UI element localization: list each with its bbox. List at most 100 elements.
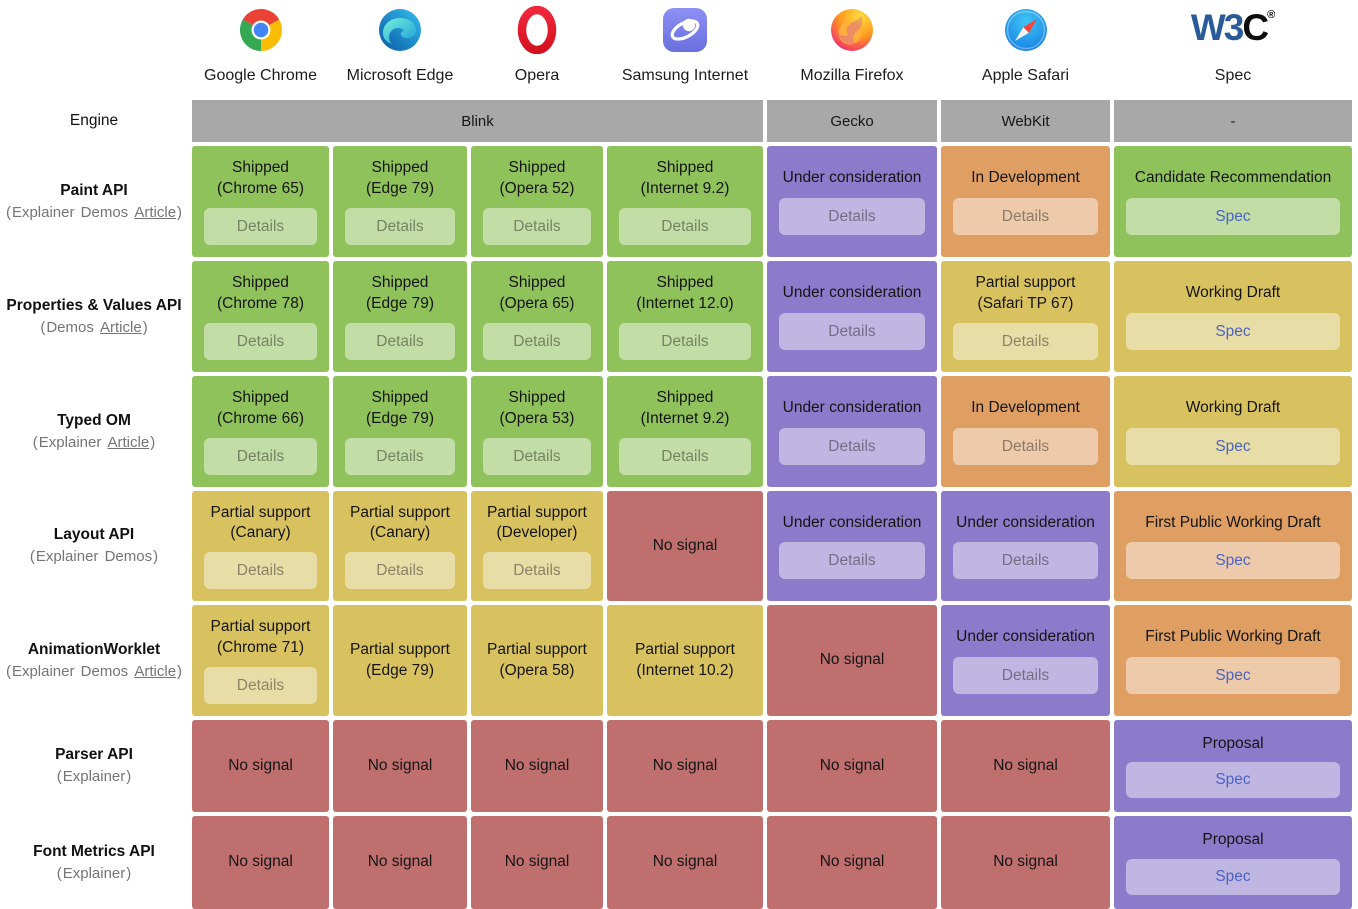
spec-button[interactable]: Spec	[1126, 197, 1340, 235]
support-status: Under consideration	[956, 513, 1095, 531]
details-button[interactable]: Details	[345, 207, 455, 245]
support-cell: Partial support (Canary) Details	[192, 491, 329, 601]
details-button[interactable]: Details	[953, 656, 1098, 694]
api-title: AnimationWorklet	[27, 640, 161, 658]
details-button[interactable]: Details	[953, 322, 1098, 360]
details-button[interactable]: Details	[483, 322, 591, 360]
explainer-link[interactable]: Explainer	[62, 864, 126, 882]
engine-label: Engine	[69, 111, 119, 129]
support-status: Partial support	[635, 641, 735, 659]
spec-cell: Working Draft Spec	[1114, 261, 1352, 372]
support-status: Partial support	[210, 503, 311, 521]
support-cell: Shipped (Internet 9.2) Details	[607, 376, 763, 487]
demos-link[interactable]: Demos	[104, 548, 153, 566]
paren: )	[126, 864, 132, 882]
details-button[interactable]: Details	[779, 542, 925, 580]
details-button[interactable]: Details	[204, 322, 317, 360]
article-link[interactable]: Article	[107, 433, 150, 451]
spec-button[interactable]: Spec	[1126, 312, 1340, 350]
details-button[interactable]: Details	[345, 552, 455, 590]
details-button[interactable]: Details	[204, 552, 317, 590]
spec-cell: First Public Working Draft Spec	[1114, 491, 1352, 601]
support-status: Shipped	[371, 389, 429, 407]
paren: (	[29, 548, 35, 566]
demos-link[interactable]: Demos	[80, 203, 129, 221]
spec-status: Working Draft	[1185, 284, 1281, 302]
chrome-icon	[237, 6, 285, 54]
support-cell: No signal	[471, 816, 603, 909]
details-button[interactable]: Details	[619, 322, 751, 360]
explainer-link[interactable]: Explainer	[35, 548, 99, 566]
details-button[interactable]: Details	[345, 322, 455, 360]
article-link[interactable]: Article	[100, 318, 142, 336]
details-button[interactable]: Details	[953, 542, 1098, 580]
support-detail: (Opera 65)	[499, 294, 575, 312]
details-button[interactable]: Details	[204, 437, 317, 475]
spec-cell: Proposal Spec	[1114, 816, 1352, 909]
details-button[interactable]: Details	[483, 207, 591, 245]
spec-status: Proposal	[1202, 831, 1264, 849]
support-status: Under consideration	[782, 169, 922, 187]
spec-button[interactable]: Spec	[1126, 656, 1340, 694]
support-detail: (Internet 10.2)	[636, 661, 734, 679]
spec-button[interactable]: Spec	[1126, 858, 1340, 895]
api-links: (Demos Article)	[40, 318, 147, 338]
details-button[interactable]: Details	[204, 207, 317, 245]
api-row-label-animationworklet: AnimationWorklet (Explainer Demos Articl…	[0, 605, 188, 716]
support-status: Shipped	[656, 389, 714, 407]
details-button[interactable]: Details	[345, 437, 455, 475]
demos-link[interactable]: Demos	[80, 662, 129, 680]
explainer-link[interactable]: Explainer	[11, 662, 75, 680]
w3c-logo-icon: W3 C ®	[1191, 6, 1275, 54]
details-button[interactable]: Details	[779, 312, 925, 350]
api-row-label-font-metrics: Font Metrics API (Explainer)	[0, 816, 188, 909]
support-detail: (Canary)	[369, 524, 431, 541]
support-status: No signal	[367, 853, 433, 871]
api-title: Paint API	[60, 181, 128, 199]
details-button[interactable]: Details	[953, 197, 1098, 235]
spec-button[interactable]: Spec	[1126, 427, 1340, 465]
explainer-link[interactable]: Explainer	[38, 433, 102, 451]
support-status: Partial support	[350, 641, 450, 659]
support-detail: (Edge 79)	[365, 294, 435, 312]
details-button[interactable]: Details	[204, 666, 317, 704]
details-button[interactable]: Details	[483, 437, 591, 475]
demos-link[interactable]: Demos	[46, 318, 94, 336]
support-cell: Partial support (Developer) Details	[471, 491, 603, 601]
paren: )	[126, 768, 132, 786]
explainer-link[interactable]: Explainer	[62, 768, 126, 786]
engine-cell-blink: Blink	[192, 100, 763, 142]
support-cell: Shipped (Opera 65) Details	[471, 261, 603, 372]
support-status: Shipped	[371, 274, 429, 292]
details-button[interactable]: Details	[619, 437, 751, 475]
details-button[interactable]: Details	[483, 552, 591, 590]
engine-cell-gecko: Gecko	[767, 100, 937, 142]
browser-name: Google Chrome	[204, 67, 317, 84]
support-detail: (Opera 58)	[499, 661, 575, 679]
support-status: Partial support	[975, 274, 1076, 292]
support-detail: (Safari TP 67)	[977, 294, 1074, 312]
w3c-logo-blue: W3	[1190, 7, 1244, 48]
support-detail: (Developer)	[496, 524, 578, 541]
api-links: (Explainer)	[57, 864, 132, 884]
support-cell: Shipped (Opera 52) Details	[471, 146, 603, 257]
support-cell: In Development Details	[941, 146, 1110, 257]
spec-button[interactable]: Spec	[1126, 762, 1340, 799]
article-link[interactable]: Article	[134, 203, 177, 221]
support-status: No signal	[228, 756, 293, 774]
details-button[interactable]: Details	[953, 427, 1098, 465]
column-header-edge: Microsoft Edge	[333, 0, 467, 96]
spec-button[interactable]: Spec	[1126, 542, 1340, 580]
support-cell: No signal	[333, 816, 467, 909]
paren: )	[142, 318, 148, 336]
details-button[interactable]: Details	[779, 197, 925, 235]
support-cell: Shipped (Opera 53) Details	[471, 376, 603, 487]
paren: (	[5, 203, 11, 221]
details-button[interactable]: Details	[619, 207, 751, 245]
explainer-link[interactable]: Explainer	[11, 203, 75, 221]
support-status: Under consideration	[782, 399, 922, 417]
article-link[interactable]: Article	[134, 662, 177, 680]
support-status: Shipped	[232, 159, 289, 177]
details-button[interactable]: Details	[779, 427, 925, 465]
paren: )	[177, 662, 183, 680]
